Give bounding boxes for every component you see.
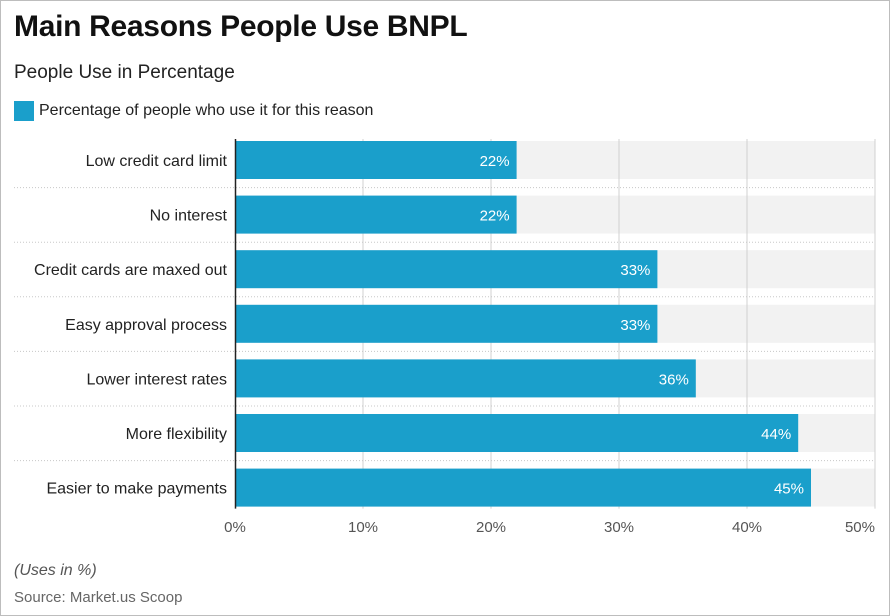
footnote: (Uses in %) <box>14 562 97 579</box>
chart-subtitle: People Use in Percentage <box>14 62 235 83</box>
bar <box>235 359 696 398</box>
x-tick-label: 0% <box>224 519 246 536</box>
bar <box>235 304 658 343</box>
source-note: Source: Market.us Scoop <box>14 589 183 606</box>
bar-value-label: 45% <box>774 481 804 498</box>
category-label: Credit cards are maxed out <box>34 262 228 279</box>
x-tick-label: 40% <box>732 519 762 536</box>
bar-value-label: 22% <box>480 153 510 170</box>
category-label: More flexibility <box>126 426 227 443</box>
bar-value-label: 36% <box>659 371 689 388</box>
category-label: No interest <box>150 208 228 225</box>
bar <box>235 195 517 234</box>
bar <box>235 468 811 507</box>
category-label: Easy approval process <box>65 317 227 334</box>
bar <box>235 414 799 452</box>
legend-label: Percentage of people who use it for this… <box>39 102 374 119</box>
category-label: Lower interest rates <box>86 371 227 388</box>
category-label: Easier to make payments <box>46 481 227 498</box>
legend-swatch <box>14 101 34 121</box>
bar-value-label: 33% <box>620 262 650 279</box>
legend: Percentage of people who use it for this… <box>14 101 373 121</box>
bar <box>235 250 658 289</box>
bar-value-label: 22% <box>480 208 510 225</box>
category-label: Low credit card limit <box>86 153 228 170</box>
chart-title: Main Reasons People Use BNPL <box>14 10 468 43</box>
x-tick-label: 30% <box>604 519 634 536</box>
bar-value-label: 44% <box>761 426 791 443</box>
x-tick-label: 20% <box>476 519 506 536</box>
x-tick-label: 50% <box>845 519 875 536</box>
bar <box>235 141 517 179</box>
bar-value-label: 33% <box>620 317 650 334</box>
x-tick-label: 10% <box>348 519 378 536</box>
